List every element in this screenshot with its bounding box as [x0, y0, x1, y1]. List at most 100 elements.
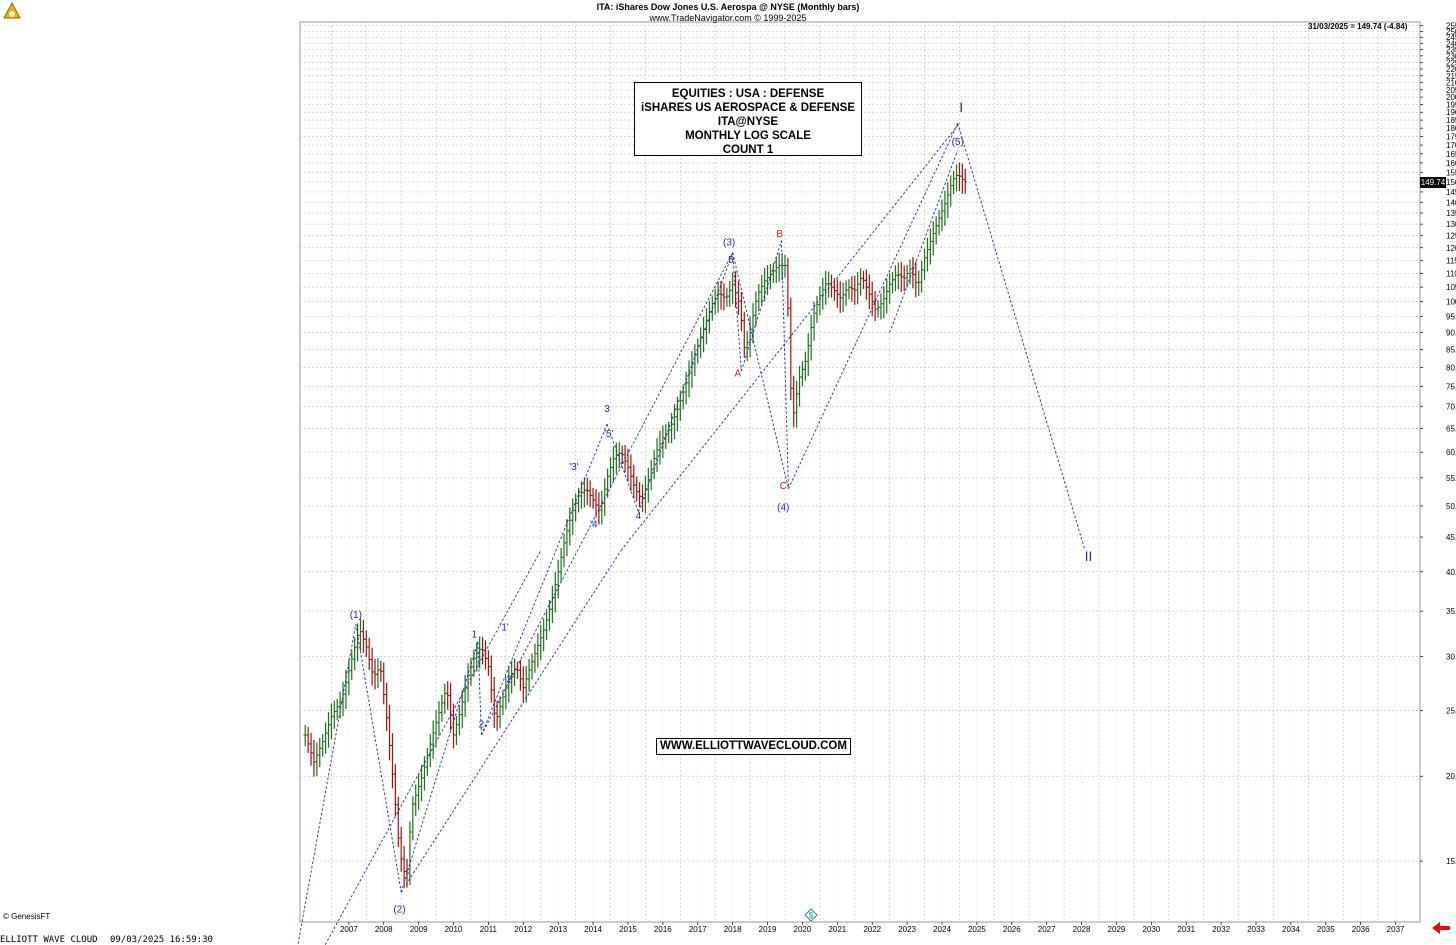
chart-source: www.TradeNavigator.com © 1999-2025: [649, 13, 807, 23]
y-tick-label: 90.00: [1446, 329, 1456, 338]
plot-frame: [299, 21, 1421, 923]
x-tick-label: 2033: [1247, 925, 1265, 934]
y-tick-label: 165.00: [1446, 150, 1456, 159]
x-tick-label: 2021: [828, 925, 846, 934]
x-tick-label: 2027: [1038, 925, 1056, 934]
x-tick-label: 2009: [410, 925, 428, 934]
y-tick-label: 220.00: [1446, 65, 1456, 74]
y-tick-label: 140.00: [1446, 198, 1456, 207]
y-tick-label: 65.00: [1446, 425, 1456, 434]
wave-label: (4): [777, 503, 789, 514]
wave-line: [889, 150, 959, 333]
wave-label: (3): [723, 237, 735, 248]
x-tick-label: 2029: [1108, 925, 1126, 934]
x-tick-label: 2036: [1352, 925, 1370, 934]
wave-line: [740, 240, 782, 372]
x-tick-label: 2028: [1073, 925, 1091, 934]
y-tick-label: 15.00: [1446, 857, 1456, 866]
y-tick-label: 205.00: [1446, 86, 1456, 95]
wave-line: [481, 252, 734, 736]
x-tick-label: 2022: [863, 925, 881, 934]
y-tick-label: 145.00: [1446, 188, 1456, 197]
svg-text:$: $: [809, 911, 814, 920]
y-tick-label: 25.00: [1446, 706, 1456, 715]
y-tick-label: 210.00: [1446, 79, 1456, 88]
y-tick-label: 225.00: [1446, 58, 1456, 67]
y-tick-label: 130.00: [1446, 220, 1456, 229]
y-tick-label: 185.00: [1446, 116, 1456, 125]
y-tick-label: 110.00: [1446, 269, 1456, 278]
y-axis: 15.00 20.00 25.00 30.00 35.00 40.00 45.00 50.00…: [1420, 21, 1456, 866]
wave-label: '4': [590, 519, 599, 530]
x-tick-label: 2016: [654, 925, 672, 934]
nav-arrow-icon[interactable]: [1432, 922, 1450, 934]
wave-line: [400, 642, 479, 893]
y-tick-label: 200.00: [1446, 93, 1456, 102]
y-tick-label: 80.00: [1446, 363, 1456, 372]
wave-line: [781, 240, 789, 489]
y-tick-label: 235.00: [1446, 46, 1456, 55]
info-line: ITA@NYSE: [717, 116, 779, 128]
wave-label: '5': [604, 429, 613, 440]
y-tick-label: 175.00: [1446, 132, 1456, 141]
y-tick-label: 120.00: [1446, 244, 1456, 253]
x-tick-label: 2015: [619, 925, 637, 934]
y-tick-label: 125.00: [1446, 232, 1456, 241]
y-tick-label: 55.00: [1446, 474, 1456, 483]
x-tick-label: 2037: [1387, 925, 1405, 934]
y-tick-label: 135.00: [1446, 209, 1456, 218]
info-line: iSHARES US AEROSPACE & DEFENSE: [640, 102, 856, 114]
y-tick-label: 40.00: [1446, 568, 1456, 577]
wave-line: [638, 252, 734, 513]
copyright-label: © GenesisFT: [3, 912, 51, 921]
info-line: COUNT 1: [722, 144, 774, 156]
x-tick-label: 2025: [968, 925, 986, 934]
y-tick-label: 215.00: [1446, 72, 1456, 81]
y-tick-label: 170.00: [1446, 141, 1456, 150]
wave-line: [355, 624, 402, 893]
wave-label: 3: [604, 404, 610, 415]
wave-label: B: [776, 229, 783, 240]
logo-icon: [3, 1, 21, 19]
wave-label: I: [959, 99, 963, 115]
x-tick-label: 2020: [794, 925, 812, 934]
wave-label: 4: [636, 511, 642, 522]
x-axis: 2007 2008 2009 2010 2011 2012 2013 2014 2015 2016…: [340, 922, 1405, 934]
wave-label: '1': [499, 622, 508, 633]
wave-label: A: [735, 369, 742, 380]
y-tick-label: 180.00: [1446, 124, 1456, 133]
y-tick-label: 100.00: [1446, 298, 1456, 307]
y-tick-label: 255.00: [1446, 21, 1456, 30]
y-tick-label: 95.00: [1446, 313, 1456, 322]
info-line: MONTHLY LOG SCALE: [685, 130, 811, 142]
y-tick-label: 155.00: [1446, 168, 1456, 177]
wave-line: [732, 252, 742, 372]
x-tick-label: 2019: [759, 925, 777, 934]
wave-lines: [297, 123, 1086, 945]
website-label: WWW.ELLIOTTWAVECLOUD.COM: [656, 738, 851, 755]
wave-label: (1): [350, 610, 362, 621]
x-tick-label: 2011: [480, 925, 498, 934]
price-bars: [303, 162, 968, 888]
wave-line: [400, 550, 622, 893]
chart-grid: [299, 21, 1421, 923]
y-tick-label: 70.00: [1446, 403, 1456, 412]
y-tick-label: 35.00: [1446, 607, 1456, 616]
wave-label: II: [1085, 548, 1093, 564]
y-tick-label: 75.00: [1446, 382, 1456, 391]
last-price-note: 31/03/2025 = 149.74 (-4.84): [1308, 22, 1408, 31]
y-tick-label: 190.00: [1446, 108, 1456, 117]
y-tick-label: 30.00: [1446, 653, 1456, 662]
y-tick-label: 50.00: [1446, 502, 1456, 511]
dollar-marker-icon: $: [804, 908, 818, 922]
wave-label: '3': [569, 462, 578, 473]
last-price-box: 149.74: [1420, 177, 1446, 188]
y-tick-label: 230.00: [1446, 52, 1456, 61]
y-tick-label: 115.00: [1446, 256, 1456, 265]
wave-line: [606, 423, 639, 513]
x-tick-label: 2017: [689, 925, 707, 934]
x-tick-label: 2026: [1003, 925, 1021, 934]
x-tick-label: 2032: [1212, 925, 1230, 934]
x-tick-label: 2010: [445, 925, 463, 934]
x-tick-label: 2012: [514, 925, 532, 934]
